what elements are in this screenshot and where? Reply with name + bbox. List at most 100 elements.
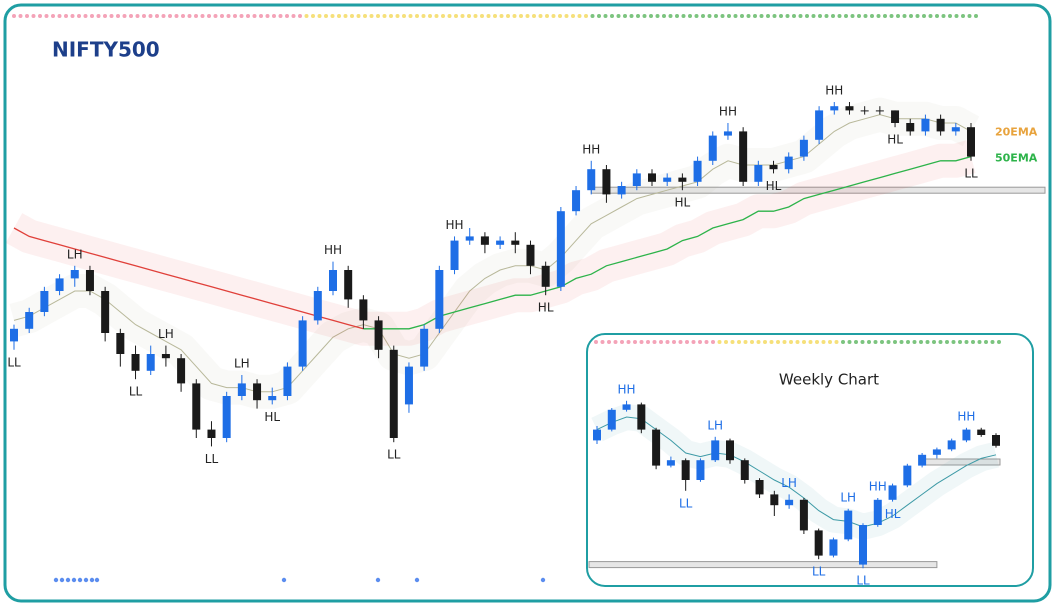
signal-dot [168,14,172,18]
signal-dot [278,14,283,18]
signal-dot [750,340,754,344]
swing-label: HH [446,218,464,232]
signal-dot [691,340,696,344]
swing-label: LL [856,574,870,588]
candle-body [785,499,794,506]
candle-body [622,404,631,410]
candle-body [632,173,641,186]
signal-dot [220,14,224,18]
candle-body [859,525,867,565]
candle-body [678,177,687,182]
candle-body [693,160,702,182]
candle-body [298,320,307,367]
candle-body [951,127,960,132]
swing-label: LH [158,327,174,341]
signal-dot [607,340,611,344]
signal-dot [109,14,114,18]
candle-body [903,465,912,486]
signal-dot [772,14,777,18]
candle-body [374,320,383,350]
swing-label: HH [324,243,342,257]
signal-dot [311,14,315,18]
swing-label: LL [964,166,978,180]
signal-dot [880,340,884,344]
signal-dot [493,14,497,18]
signal-dot [610,14,614,18]
signal-dot [990,340,995,344]
candle-body [637,404,646,430]
signal-dot [974,14,978,18]
candle-body [830,106,839,111]
candle-body [435,270,444,329]
signal-dot [148,14,153,18]
signal-dot [259,14,263,18]
candle-body [891,110,900,123]
signal-dot [837,14,842,18]
signal-dot [863,14,868,18]
marker-dot [65,577,71,583]
signal-dot [730,340,735,344]
signal-dot [649,14,653,18]
candle-body [875,110,884,112]
signal-dot [776,340,780,344]
signal-dot [958,340,962,344]
candle-body [666,460,675,466]
signal-dot [135,14,140,18]
signal-dot [298,14,302,18]
signal-dot [103,14,107,18]
candle-body [85,270,94,291]
signal-dot [717,340,722,344]
candle-body [860,110,869,112]
candle-body [207,429,216,438]
signal-dot [727,14,731,18]
signal-dot [252,14,257,18]
swing-label: HL [538,301,554,315]
signal-dot [616,14,621,18]
marker-dot [53,577,59,583]
signal-dot [919,340,923,344]
signal-dot [460,14,465,18]
signal-dot [821,340,826,344]
swing-label: HL [766,179,782,193]
signal-dot [44,14,49,18]
candle-body [222,396,231,438]
swing-label: HH [618,382,636,396]
main-chart: NIFTY500 20EMA 50EMA LL LH LL LH LL LH HL HH LL HH HL… [5,14,1046,583]
signal-dot [711,340,715,344]
signal-dot [984,340,988,344]
signal-dot [795,340,800,344]
signal-dot [740,14,744,18]
signal-dot [265,14,270,18]
signal-dot [454,14,458,18]
candle-body [708,135,717,161]
candle-body [70,270,79,279]
signal-dot [694,14,699,18]
signal-dot [512,14,517,18]
ema-line [363,155,972,330]
swing-label: LL [205,452,219,466]
signal-dot [239,14,244,18]
signal-dot [122,14,127,18]
candle-body [237,383,246,396]
signal-dot [90,14,94,18]
signal-dot [626,340,631,344]
signal-dot [737,340,741,344]
candle-body [740,460,749,480]
candle-body [769,165,778,170]
signal-dot [928,14,933,18]
candle-body [572,190,581,212]
candle-body [799,139,808,157]
signal-dot [389,14,393,18]
signal-dot [883,14,887,18]
candle-body [967,127,975,157]
signal-dot [538,14,543,18]
signal-dot [659,340,663,344]
signal-dot [402,14,406,18]
candle-body [936,118,945,132]
signal-dot [646,340,650,344]
signal-dot [480,14,484,18]
signal-dot [408,14,413,18]
ema-line [596,416,997,528]
signal-dot [226,14,231,18]
signal-dot [304,14,309,18]
